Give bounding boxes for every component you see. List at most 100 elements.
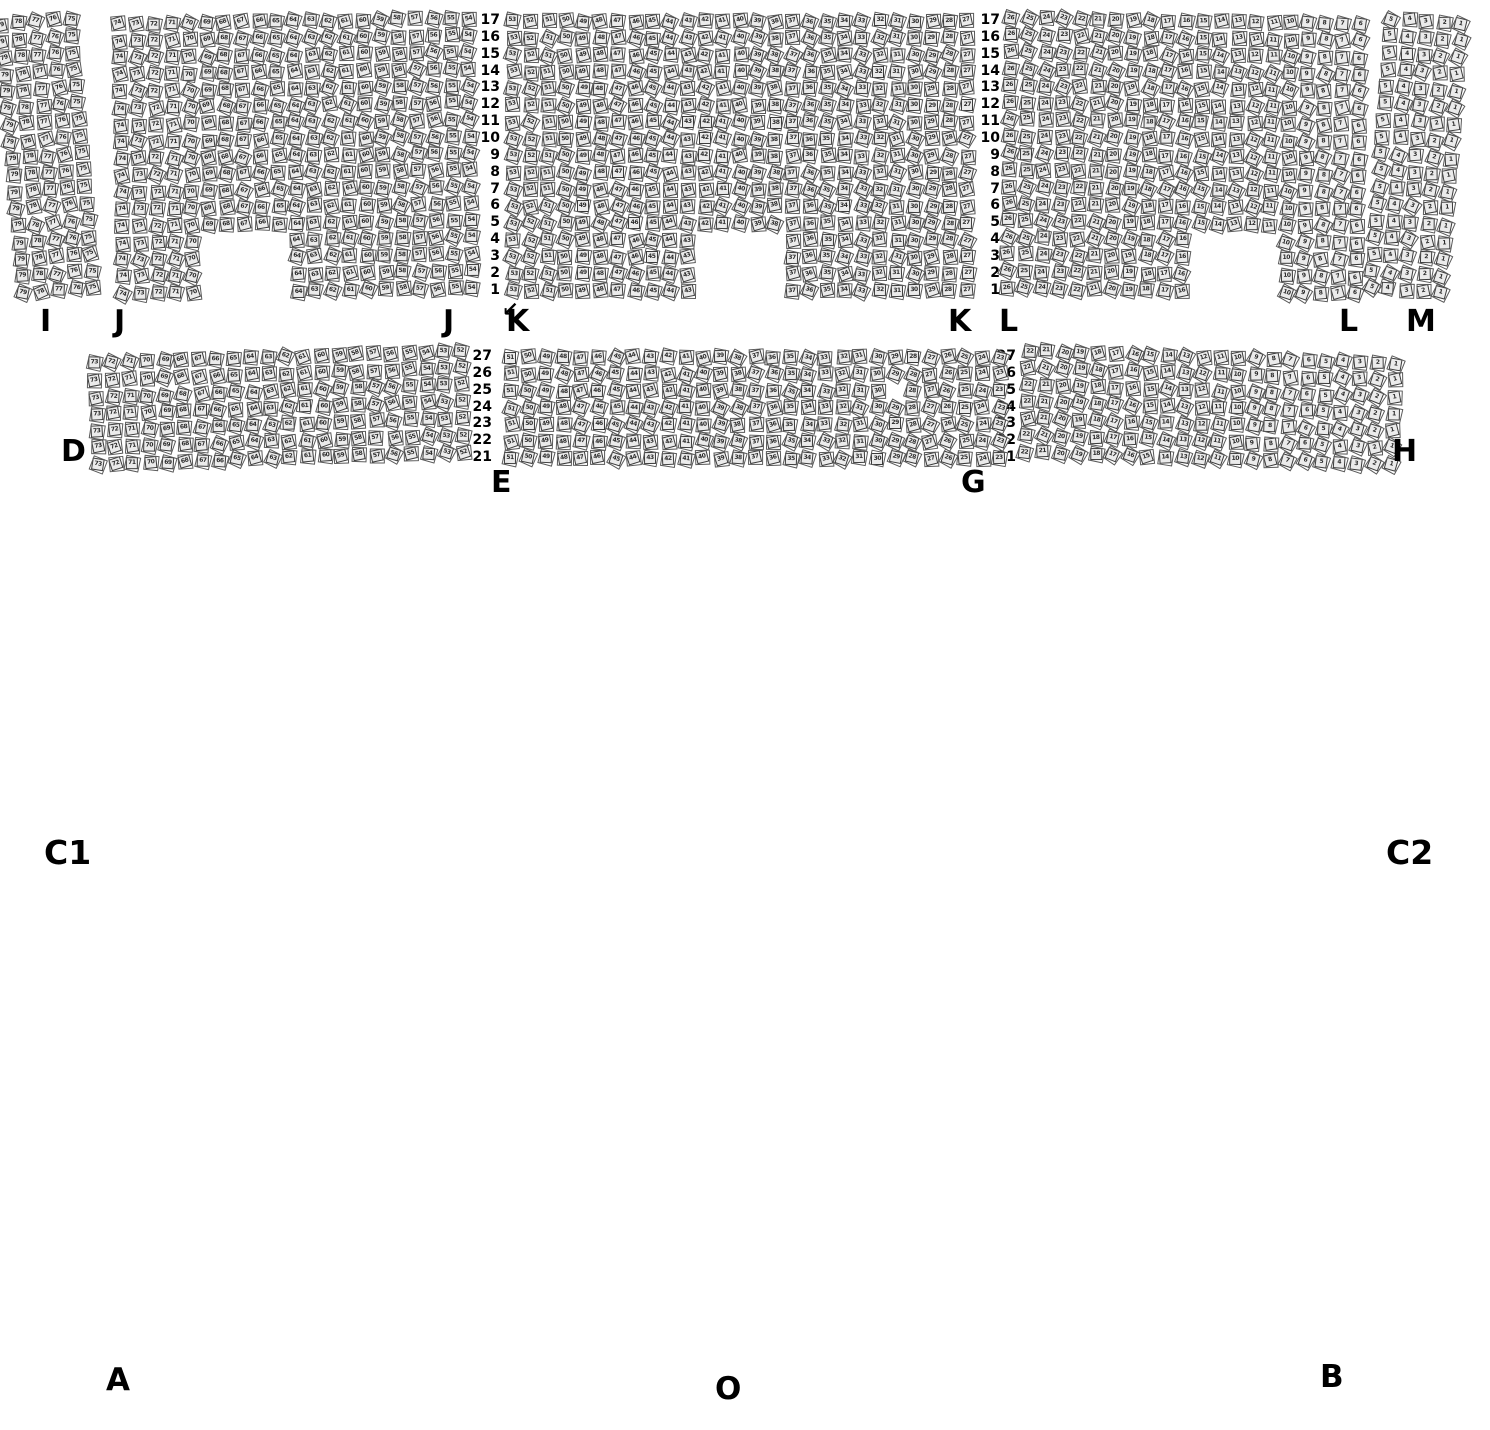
seat[interactable]: 33 <box>855 198 871 214</box>
seat[interactable]: 50 <box>557 81 572 96</box>
seat[interactable]: 37 <box>786 131 800 145</box>
seat[interactable]: 31 <box>890 81 905 96</box>
seat[interactable]: 5 <box>1378 95 1391 109</box>
seat[interactable]: 44 <box>662 14 677 29</box>
seat[interactable]: 78 <box>18 115 34 131</box>
seat[interactable]: 48 <box>594 116 608 130</box>
seat[interactable]: 47 <box>610 215 626 230</box>
seat[interactable]: 46 <box>628 30 644 46</box>
seat[interactable]: 28 <box>904 450 920 465</box>
seat[interactable]: 50 <box>556 48 572 64</box>
seat[interactable]: 79 <box>14 253 27 266</box>
seat[interactable]: 65 <box>270 165 285 179</box>
seat[interactable]: 7 <box>1333 134 1348 149</box>
seat[interactable]: 41 <box>679 436 692 449</box>
seat[interactable]: 73 <box>130 100 145 115</box>
seat[interactable]: 9 <box>1297 218 1312 233</box>
seat[interactable]: 32 <box>874 14 887 27</box>
seat[interactable]: 71 <box>121 354 137 369</box>
seat[interactable]: 72 <box>147 100 164 116</box>
seat[interactable]: 62 <box>322 198 339 215</box>
seat[interactable]: 32 <box>872 232 887 247</box>
seat[interactable]: 9 <box>1299 150 1314 165</box>
seat[interactable]: 70 <box>139 371 154 386</box>
seat[interactable]: 55 <box>402 379 415 392</box>
seat[interactable]: 49 <box>575 215 590 230</box>
seat[interactable]: 31 <box>890 284 903 297</box>
seat[interactable]: 13 <box>1176 450 1191 465</box>
seat[interactable]: 13 <box>1227 200 1243 215</box>
seat[interactable]: 68 <box>176 403 191 418</box>
seat[interactable]: 29 <box>924 64 940 80</box>
seat[interactable]: 15 <box>1194 115 1207 128</box>
seat[interactable]: 78 <box>33 268 46 281</box>
seat[interactable]: 21 <box>1086 230 1103 246</box>
seat[interactable]: 50 <box>559 215 573 229</box>
seat[interactable]: 43 <box>644 351 657 364</box>
seat[interactable]: 10 <box>1282 66 1296 79</box>
seat[interactable]: 59 <box>377 249 391 262</box>
seat[interactable]: 33 <box>817 417 831 431</box>
seat[interactable]: 56 <box>428 230 444 246</box>
seat[interactable]: 44 <box>662 232 677 248</box>
seat[interactable]: 77 <box>47 232 62 247</box>
seat[interactable]: 53 <box>506 283 521 297</box>
seat[interactable]: 60 <box>357 80 372 95</box>
seat[interactable]: 5 <box>1318 389 1332 402</box>
seat[interactable]: 50 <box>520 367 536 383</box>
seat[interactable]: 26 <box>1004 62 1018 76</box>
seat[interactable]: 25 <box>1022 10 1038 26</box>
seat[interactable]: 1 <box>1433 269 1449 285</box>
seat[interactable]: 44 <box>662 80 677 96</box>
seat[interactable]: 18 <box>1089 448 1102 461</box>
seat[interactable]: 67 <box>237 199 251 214</box>
seat[interactable]: 45 <box>645 32 659 45</box>
seat[interactable]: 28 <box>942 249 957 265</box>
seat[interactable]: 45 <box>646 284 660 298</box>
seat[interactable]: 20 <box>1054 411 1070 427</box>
seat[interactable]: 5 <box>1363 279 1380 296</box>
seat[interactable]: 76 <box>55 146 72 163</box>
seat[interactable]: 43 <box>679 248 695 264</box>
seat[interactable]: 20 <box>1107 46 1122 61</box>
seat[interactable]: 62 <box>321 47 335 62</box>
seat[interactable]: 11 <box>1262 218 1276 232</box>
seat[interactable]: 69 <box>203 217 216 231</box>
seat[interactable]: 2 <box>1368 406 1383 421</box>
seat[interactable]: 63 <box>304 97 319 113</box>
seat[interactable]: 37 <box>748 399 763 414</box>
seat[interactable]: 53 <box>507 267 521 281</box>
seat[interactable]: 2 <box>1422 200 1437 215</box>
seat[interactable]: 39 <box>750 216 765 232</box>
seat[interactable]: 75 <box>66 61 82 77</box>
seat[interactable]: 76 <box>51 79 67 96</box>
seat[interactable]: 44 <box>664 47 678 61</box>
seat[interactable]: 25 <box>1017 264 1030 278</box>
seat[interactable]: 72 <box>104 354 119 370</box>
seat[interactable]: 71 <box>167 135 180 148</box>
seat[interactable]: 61 <box>342 265 358 281</box>
seat[interactable]: 51 <box>540 48 556 64</box>
seat[interactable]: 68 <box>218 184 233 199</box>
seat[interactable]: 66 <box>255 215 270 230</box>
seat[interactable]: 31 <box>890 14 905 28</box>
seat[interactable]: 41 <box>679 350 694 364</box>
seat[interactable]: 6 <box>1351 135 1365 149</box>
seat[interactable]: 33 <box>818 451 834 467</box>
seat[interactable]: 58 <box>393 80 406 93</box>
seat[interactable]: 15 <box>1193 216 1208 231</box>
seat[interactable]: 54 <box>421 428 437 443</box>
seat[interactable]: 17 <box>1160 30 1175 45</box>
seat[interactable]: 71 <box>124 389 137 402</box>
seat[interactable]: 54 <box>461 78 477 94</box>
seat[interactable]: 44 <box>625 434 640 448</box>
seat[interactable]: 53 <box>437 378 450 391</box>
seat[interactable]: 51 <box>541 80 556 95</box>
seat[interactable]: 69 <box>159 437 173 452</box>
seat[interactable]: 50 <box>557 283 572 298</box>
seat[interactable]: 11 <box>1212 401 1225 414</box>
seat[interactable]: 68 <box>218 133 232 147</box>
seat[interactable]: 34 <box>838 232 853 248</box>
seat[interactable]: 71 <box>168 203 182 216</box>
seat[interactable]: 53 <box>436 361 450 375</box>
